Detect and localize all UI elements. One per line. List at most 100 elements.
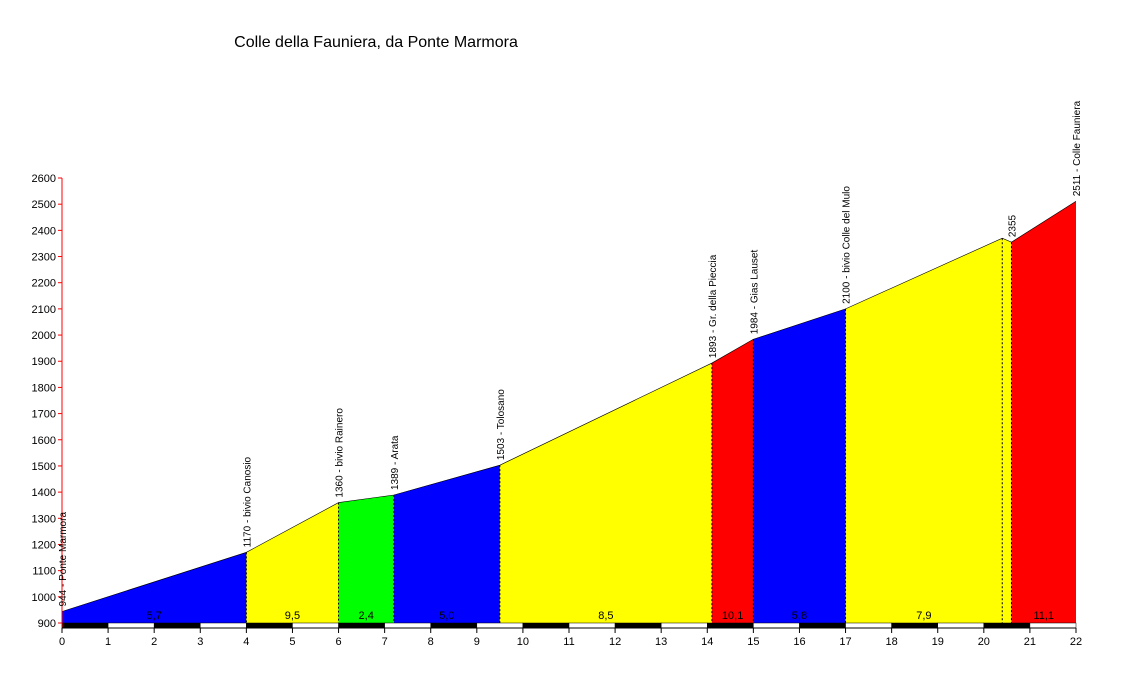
km-bar-block bbox=[246, 622, 293, 629]
y-tick-label: 2400 bbox=[32, 225, 56, 237]
km-bar-block bbox=[522, 622, 570, 629]
y-tick-label: 1800 bbox=[32, 382, 56, 394]
segment-fill-9 bbox=[1002, 238, 1012, 624]
segment-fill-2 bbox=[246, 502, 339, 623]
km-bar-block bbox=[753, 622, 800, 629]
x-axis-ticks: 0 1 2 3 4 5 6 7 8 9 10 11 12 13 14 15 16 17 18 19 20 21 22 bbox=[59, 628, 1082, 648]
gradient-label: 11,1 bbox=[1033, 610, 1054, 622]
segment-fill-6 bbox=[711, 339, 754, 623]
x-tick-label: 4 bbox=[243, 636, 249, 648]
waypoint-label: 1984 - Gias Lauset bbox=[749, 250, 760, 335]
segment-fill-7 bbox=[753, 308, 846, 623]
chart-title: Colle della Fauniera, da Ponte Marmora bbox=[234, 34, 518, 51]
km-bar-block bbox=[61, 622, 109, 629]
x-tick-label: 19 bbox=[932, 636, 944, 648]
x-tick-label: 9 bbox=[474, 636, 480, 648]
y-tick-label: 2200 bbox=[32, 278, 56, 290]
x-tick-label: 20 bbox=[978, 636, 990, 648]
y-tick-label: 1600 bbox=[32, 435, 56, 447]
x-tick-label: 21 bbox=[1024, 636, 1036, 648]
y-tick-label: 1400 bbox=[32, 487, 56, 499]
y-tick-label: 1200 bbox=[32, 539, 56, 551]
km-bar-block bbox=[338, 622, 385, 629]
y-tick-label: 1900 bbox=[32, 356, 56, 368]
km-bar-block bbox=[707, 622, 754, 629]
x-tick-label: 12 bbox=[609, 636, 621, 648]
waypoint-label: 2511 - Colle Fauniera bbox=[1072, 100, 1083, 196]
waypoint-label: 1389 - Arata bbox=[390, 435, 401, 490]
y-tick-label: 1700 bbox=[32, 409, 56, 421]
x-tick-label: 14 bbox=[701, 636, 713, 648]
km-bar bbox=[61, 622, 1077, 629]
y-tick-label: 1100 bbox=[32, 566, 56, 578]
km-bar-block bbox=[292, 622, 339, 629]
waypoint-label: 1503 - Tolosano bbox=[496, 389, 507, 460]
km-bar-block bbox=[153, 622, 201, 629]
segment-fill-5 bbox=[499, 363, 712, 623]
x-tick-label: 3 bbox=[197, 636, 203, 648]
y-tick-label: 1500 bbox=[32, 461, 56, 473]
x-tick-label: 18 bbox=[886, 636, 898, 648]
gradient-label: 8,5 bbox=[598, 610, 613, 622]
km-bar-block bbox=[476, 622, 524, 629]
km-bar-block bbox=[891, 622, 938, 629]
y-tick-label: 2100 bbox=[32, 304, 56, 316]
x-tick-label: 7 bbox=[382, 636, 388, 648]
gradient-labels: 5,7 9,5 2,4 5,0 8,5 10,1 5,8 7,9 11,1 bbox=[147, 610, 1054, 622]
gradient-label: 7,9 bbox=[916, 610, 931, 622]
segment-fill-10 bbox=[1011, 201, 1076, 623]
segment-dividers bbox=[245, 238, 1012, 623]
y-tick-label: 2300 bbox=[32, 252, 56, 264]
gradient-label: 5,8 bbox=[792, 610, 807, 622]
y-tick-label: 2500 bbox=[32, 199, 56, 211]
x-tick-label: 2 bbox=[151, 636, 157, 648]
gradient-label: 5,7 bbox=[147, 610, 162, 622]
x-tick-label: 11 bbox=[563, 636, 574, 648]
segment-fill-4 bbox=[393, 465, 500, 623]
waypoint-labels: 944 - Ponte Marmora 1170 - bivio Canosio 1… bbox=[58, 100, 1083, 606]
x-tick-label: 0 bbox=[59, 636, 65, 648]
x-tick-label: 10 bbox=[517, 636, 529, 648]
gradient-label: 9,5 bbox=[285, 610, 300, 622]
y-tick-label: 1000 bbox=[32, 592, 56, 604]
gradient-label: 2,4 bbox=[359, 610, 374, 622]
km-bar-block bbox=[983, 622, 1031, 629]
waypoint-label: 1893 - Gr. della Pieccia bbox=[708, 254, 719, 358]
segment-fills bbox=[61, 201, 1077, 624]
y-tick-label: 1300 bbox=[32, 513, 56, 525]
km-bar-block bbox=[107, 622, 155, 629]
segment-fill-3 bbox=[338, 494, 394, 623]
waypoint-label: 1170 - bivio Canosio bbox=[242, 456, 253, 547]
gradient-label: 10,1 bbox=[722, 610, 743, 622]
x-tick-label: 22 bbox=[1070, 636, 1082, 648]
km-bar-block bbox=[568, 622, 616, 629]
waypoint-label: 2100 - bivio Colle del Mulo bbox=[842, 186, 853, 304]
segment-fill-1 bbox=[62, 552, 247, 623]
x-tick-label: 13 bbox=[655, 636, 667, 648]
km-bar-block bbox=[430, 622, 478, 629]
km-bar-block bbox=[799, 622, 846, 629]
km-bar-block bbox=[845, 622, 892, 629]
km-bar-block bbox=[660, 622, 708, 629]
x-tick-label: 16 bbox=[793, 636, 805, 648]
x-tick-label: 6 bbox=[335, 636, 341, 648]
km-bar-block bbox=[614, 622, 662, 629]
x-tick-label: 17 bbox=[839, 636, 851, 648]
waypoint-label: 1360 - bivio Rainero bbox=[335, 408, 346, 498]
x-tick-label: 8 bbox=[428, 636, 434, 648]
y-tick-label: 900 bbox=[38, 618, 56, 630]
waypoint-label: 2355 bbox=[1007, 214, 1018, 237]
km-bar-block bbox=[200, 622, 247, 629]
km-bar-block bbox=[384, 622, 431, 629]
waypoint-label: 944 - Ponte Marmora bbox=[58, 512, 69, 607]
x-tick-label: 1 bbox=[105, 636, 111, 648]
km-bar-block bbox=[1029, 622, 1077, 629]
x-tick-label: 5 bbox=[289, 636, 295, 648]
km-bar-block bbox=[937, 622, 985, 629]
gradient-label: 5,0 bbox=[439, 610, 454, 622]
y-tick-label: 2000 bbox=[32, 330, 56, 342]
segment-fill-8 bbox=[845, 238, 1003, 624]
y-tick-label: 2600 bbox=[32, 173, 56, 185]
x-tick-label: 15 bbox=[747, 636, 759, 648]
y-axis-ticks: 900 1000 1100 1200 1300 1400 1500 1600 1700 1800 1… bbox=[32, 173, 62, 630]
